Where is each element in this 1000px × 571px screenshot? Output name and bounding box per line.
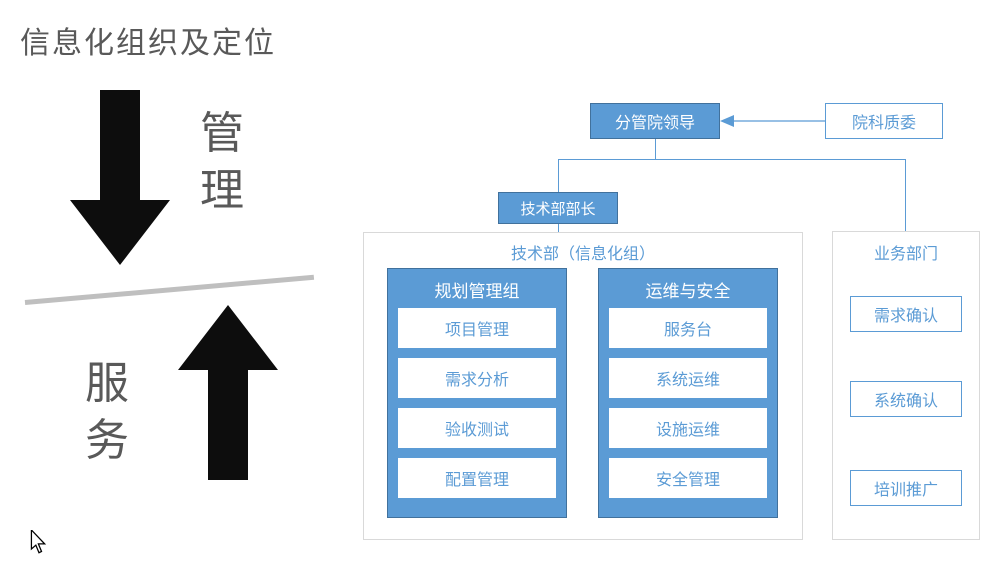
arrow-committee-to-leader xyxy=(720,113,825,129)
connector xyxy=(655,139,656,159)
node-top-leader: 分管院领导 xyxy=(590,103,720,139)
group-ops-title: 运维与安全 xyxy=(599,269,777,308)
group-planning-title: 规划管理组 xyxy=(388,269,566,308)
item-infra-ops: 设施运维 xyxy=(609,408,767,448)
connector xyxy=(905,159,906,231)
item-security-mgmt: 安全管理 xyxy=(609,458,767,498)
label-tech-dept: 技术部（信息化组） xyxy=(363,240,803,264)
item-project-mgmt: 项目管理 xyxy=(398,308,556,348)
divider-line xyxy=(25,275,314,305)
group-planning: 规划管理组 项目管理 需求分析 验收测试 配置管理 xyxy=(387,268,567,518)
item-req-confirm: 需求确认 xyxy=(850,296,962,332)
page-title: 信息化组织及定位 xyxy=(20,18,276,62)
group-ops-security: 运维与安全 服务台 系统运维 设施运维 安全管理 xyxy=(598,268,778,518)
down-arrow-icon xyxy=(70,90,170,265)
label-service: 服 务 xyxy=(85,355,129,469)
label-manage: 管 理 xyxy=(200,105,244,219)
connector xyxy=(558,224,559,232)
item-acceptance-test: 验收测试 xyxy=(398,408,556,448)
item-req-analysis: 需求分析 xyxy=(398,358,556,398)
item-service-desk: 服务台 xyxy=(609,308,767,348)
up-arrow-icon xyxy=(178,305,278,480)
item-sys-ops: 系统运维 xyxy=(609,358,767,398)
connector xyxy=(558,159,559,192)
item-sys-confirm: 系统确认 xyxy=(850,381,962,417)
item-config-mgmt: 配置管理 xyxy=(398,458,556,498)
label-biz-dept: 业务部门 xyxy=(832,240,980,264)
cursor-icon xyxy=(30,530,48,554)
item-training: 培训推广 xyxy=(850,470,962,506)
node-committee: 院科质委 xyxy=(825,103,943,139)
connector xyxy=(558,159,906,160)
node-tech-head: 技术部部长 xyxy=(498,192,618,224)
